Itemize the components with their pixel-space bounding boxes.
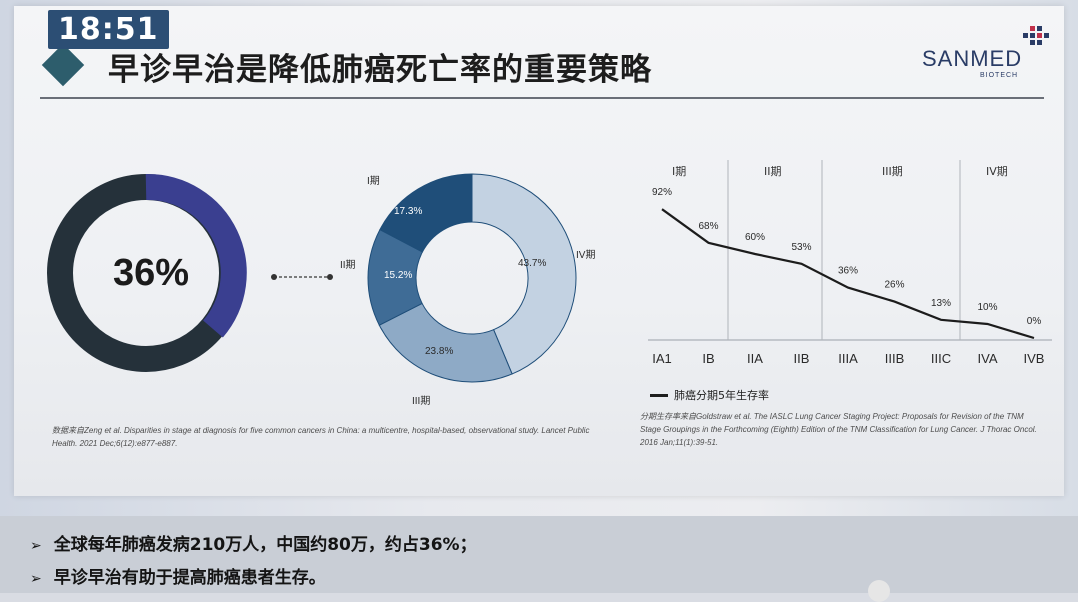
bullet-2-text: 早诊早治有助于提高肺癌患者生存。 bbox=[53, 568, 326, 588]
connector-dot-right bbox=[327, 274, 333, 280]
donut-value-I: 17.3% bbox=[394, 206, 423, 217]
data-label: 60% bbox=[745, 232, 765, 243]
source-citation-left: 数据来自Zeng et al. Disparities in stage at … bbox=[52, 426, 590, 448]
bullet-panel bbox=[0, 516, 1078, 593]
survival-series-line bbox=[661, 208, 1035, 340]
connector-dot-left bbox=[271, 274, 277, 280]
data-label: 26% bbox=[884, 280, 904, 291]
x-tick-label: IIIB bbox=[885, 351, 905, 366]
source-citation-right: 分期生存率来自Goldstraw et al. The IASLC Lung C… bbox=[640, 412, 1037, 447]
bullet-arrow-icon: ➢ bbox=[30, 571, 42, 587]
phase-label-III: III期 bbox=[882, 165, 903, 178]
chart-legend: 肺癌分期5年生存率 bbox=[650, 387, 769, 403]
donut-label-III: III期 bbox=[412, 396, 431, 407]
company-logo: SANMED BIOTECH bbox=[922, 46, 1022, 79]
donut-value-III: 23.8% bbox=[425, 346, 454, 357]
logo-dots-icon bbox=[1023, 26, 1049, 45]
bullet-arrow-icon: ➢ bbox=[30, 538, 42, 554]
x-tick-label: IB bbox=[702, 351, 714, 366]
x-tick-label: IIIA bbox=[838, 351, 858, 366]
x-tick-label: IVA bbox=[978, 351, 998, 366]
bullet-1: ➢ 全球每年肺癌发病210万人，中国约80万，约占36%； bbox=[30, 530, 477, 555]
donut-value-II: 15.2% bbox=[384, 270, 413, 281]
donut-segment-I期 bbox=[379, 173, 473, 253]
status-time: 18:51 bbox=[48, 10, 169, 49]
title-divider bbox=[40, 97, 1044, 99]
data-label: 10% bbox=[977, 302, 997, 313]
donut-label-I: I期 bbox=[367, 176, 380, 187]
survival-line-chart: 92% IA1 68% IB 60% IIA 53% IIB 36% IIIA 26% IIIB 13%… bbox=[652, 187, 1044, 366]
donut-label-II: II期 bbox=[340, 260, 356, 271]
x-tick-label: IIIC bbox=[931, 351, 951, 366]
phase-label-IV: IV期 bbox=[986, 165, 1008, 178]
legend-line-icon bbox=[650, 393, 668, 397]
donut-label-IV: IV期 bbox=[576, 250, 596, 261]
data-label: 92% bbox=[652, 187, 672, 198]
x-tick-label: IIB bbox=[794, 351, 810, 366]
data-label: 36% bbox=[838, 266, 858, 277]
logo-name: SANMED bbox=[922, 46, 1023, 71]
x-tick-label: IA1 bbox=[652, 351, 672, 366]
donut-segment-IV期 bbox=[471, 173, 577, 375]
x-tick-label: IIA bbox=[747, 351, 763, 366]
logo-sub: BIOTECH bbox=[980, 72, 1019, 79]
x-tick-label: IVB bbox=[1024, 351, 1045, 366]
data-label: 0% bbox=[1027, 316, 1042, 327]
data-label: 53% bbox=[791, 242, 811, 253]
big-ring-highlight bbox=[145, 173, 247, 338]
data-label: 68% bbox=[698, 221, 718, 232]
phase-label-II: II期 bbox=[764, 165, 782, 178]
legend-label: 肺癌分期5年生存率 bbox=[674, 389, 769, 402]
donut-value-IV: 43.7% bbox=[518, 258, 547, 269]
stage-donut bbox=[367, 173, 577, 383]
slide-title: 早诊早治是降低肺癌死亡率的重要策略 bbox=[108, 52, 652, 88]
china-share-percent: 36% bbox=[112, 252, 190, 294]
phase-label-I: I期 bbox=[672, 165, 687, 178]
bullet-1-text: 全球每年肺癌发病210万人，中国约80万，约占36%； bbox=[53, 535, 477, 555]
bullet-2: ➢ 早诊早治有助于提高肺癌患者生存。 bbox=[30, 563, 326, 588]
wechat-watermark-icon bbox=[868, 580, 890, 602]
donut-segment-III期 bbox=[378, 302, 513, 383]
data-label: 13% bbox=[931, 298, 951, 309]
